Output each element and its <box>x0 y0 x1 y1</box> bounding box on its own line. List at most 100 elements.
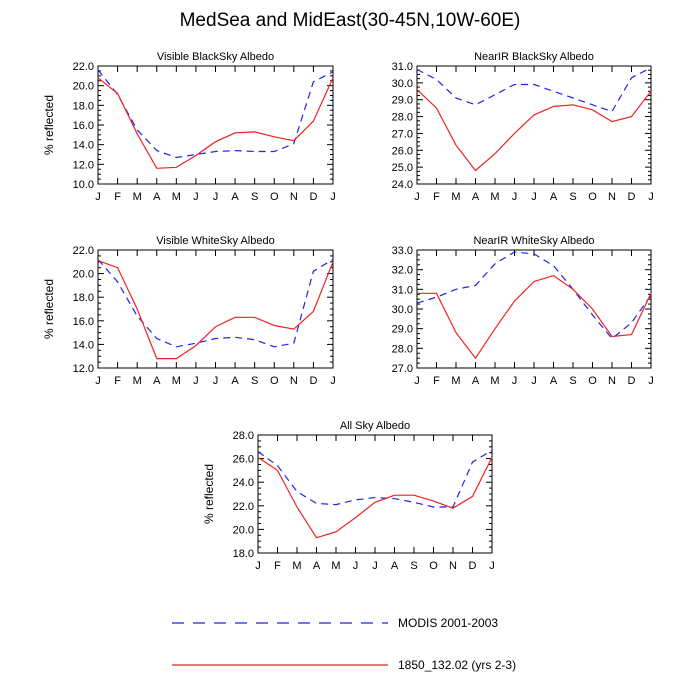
x-tick-label: M <box>451 375 460 387</box>
x-tick-label: D <box>628 375 636 387</box>
x-tick-label: D <box>309 375 317 387</box>
x-tick-label: M <box>172 375 181 387</box>
x-tick-label: J <box>213 375 219 387</box>
x-tick-label: D <box>309 191 317 203</box>
y-tick-label: 16.0 <box>73 316 94 328</box>
x-tick-label: S <box>410 560 417 572</box>
x-tick-label: J <box>648 191 654 203</box>
y-tick-label: 20.0 <box>73 81 94 93</box>
y-tick-label: 20.0 <box>73 269 94 281</box>
x-tick-label: O <box>429 560 438 572</box>
x-tick-label: A <box>550 375 558 387</box>
x-tick-label: F <box>433 191 440 203</box>
x-tick-label: J <box>193 191 199 203</box>
x-tick-label: J <box>95 191 101 203</box>
y-tick-label: 31.0 <box>392 284 413 296</box>
y-tick-label: 26.0 <box>392 145 413 157</box>
x-tick-label: D <box>469 560 477 572</box>
x-tick-label: A <box>231 375 239 387</box>
x-tick-label: A <box>472 375 480 387</box>
y-tick-label: 22.0 <box>73 61 94 73</box>
y-tick-label: 24.0 <box>392 179 413 191</box>
x-tick-label: J <box>648 375 654 387</box>
x-tick-label: F <box>433 375 440 387</box>
y-tick-label: 27.0 <box>392 128 413 140</box>
x-tick-label: O <box>270 375 279 387</box>
x-tick-label: M <box>490 191 499 203</box>
y-tick-label: 25.0 <box>392 162 413 174</box>
x-tick-label: J <box>512 191 518 203</box>
x-tick-label: N <box>290 191 298 203</box>
x-tick-label: J <box>193 375 199 387</box>
x-tick-label: J <box>213 191 219 203</box>
x-tick-label: M <box>133 375 142 387</box>
modis-series-line <box>257 449 493 508</box>
x-tick-label: J <box>414 375 420 387</box>
x-tick-label: M <box>451 191 460 203</box>
x-tick-label: F <box>114 375 121 387</box>
x-tick-label: D <box>628 191 636 203</box>
legend-label: 1850_132.02 (yrs 2-3) <box>398 658 516 672</box>
modis-series-line <box>416 67 652 113</box>
x-tick-label: O <box>588 375 597 387</box>
plot-frame <box>257 434 493 554</box>
y-tick-label: 18.0 <box>233 548 254 560</box>
y-tick-label: 26.0 <box>233 454 254 466</box>
y-tick-label: 16.0 <box>73 120 94 132</box>
y-tick-label: 22.0 <box>233 501 254 513</box>
x-tick-label: A <box>313 560 321 572</box>
x-tick-label: J <box>512 375 518 387</box>
x-tick-label: A <box>391 560 399 572</box>
y-tick-label: 32.0 <box>392 265 413 277</box>
y-tick-label: 14.0 <box>73 339 94 351</box>
x-tick-label: J <box>414 191 420 203</box>
y-tick-label: 12.0 <box>73 159 94 171</box>
x-tick-label: N <box>608 375 616 387</box>
x-tick-label: M <box>172 191 181 203</box>
panel-title: Visible BlackSky Albedo <box>157 51 274 63</box>
panel-title: NearIR BlackSky Albedo <box>474 51 594 63</box>
x-tick-label: M <box>292 560 301 572</box>
x-tick-label: S <box>569 191 576 203</box>
y-tick-label: 22.0 <box>73 245 94 257</box>
x-tick-label: J <box>531 191 537 203</box>
y-tick-label: 18.0 <box>73 100 94 112</box>
panel-title: All Sky Albedo <box>340 420 410 432</box>
y-tick-label: 28.0 <box>233 430 254 442</box>
y-axis-label: % reflected <box>42 279 56 339</box>
x-tick-label: A <box>153 375 161 387</box>
x-tick-label: M <box>133 191 142 203</box>
x-tick-label: O <box>588 191 597 203</box>
modis-series-line <box>97 258 334 348</box>
y-axis-label: % reflected <box>202 464 216 524</box>
x-tick-label: M <box>490 375 499 387</box>
model-series-line <box>416 89 652 172</box>
y-tick-label: 28.0 <box>392 343 413 355</box>
y-tick-label: 33.0 <box>392 245 413 257</box>
y-tick-label: 29.0 <box>392 324 413 336</box>
y-tick-label: 12.0 <box>73 363 94 375</box>
y-tick-label: 24.0 <box>233 477 254 489</box>
y-tick-label: 31.0 <box>392 61 413 73</box>
x-tick-label: N <box>449 560 457 572</box>
plot-frame <box>416 249 652 369</box>
x-tick-label: A <box>472 191 480 203</box>
x-tick-label: J <box>95 375 101 387</box>
x-tick-label: N <box>290 375 298 387</box>
x-tick-label: S <box>569 375 576 387</box>
plot-frame <box>416 65 652 185</box>
panel-title: NearIR WhiteSky Albedo <box>473 235 594 247</box>
model-series-line <box>97 77 334 169</box>
x-tick-label: S <box>251 375 258 387</box>
y-tick-label: 29.0 <box>392 95 413 107</box>
x-tick-label: A <box>550 191 558 203</box>
y-tick-label: 30.0 <box>392 304 413 316</box>
y-tick-label: 20.0 <box>233 524 254 536</box>
x-tick-label: O <box>270 191 279 203</box>
modis-series-line <box>97 69 334 159</box>
y-tick-label: 10.0 <box>73 179 94 191</box>
x-tick-label: M <box>331 560 340 572</box>
model-series-line <box>417 274 652 360</box>
x-tick-label: F <box>114 191 121 203</box>
y-tick-label: 27.0 <box>392 363 413 375</box>
